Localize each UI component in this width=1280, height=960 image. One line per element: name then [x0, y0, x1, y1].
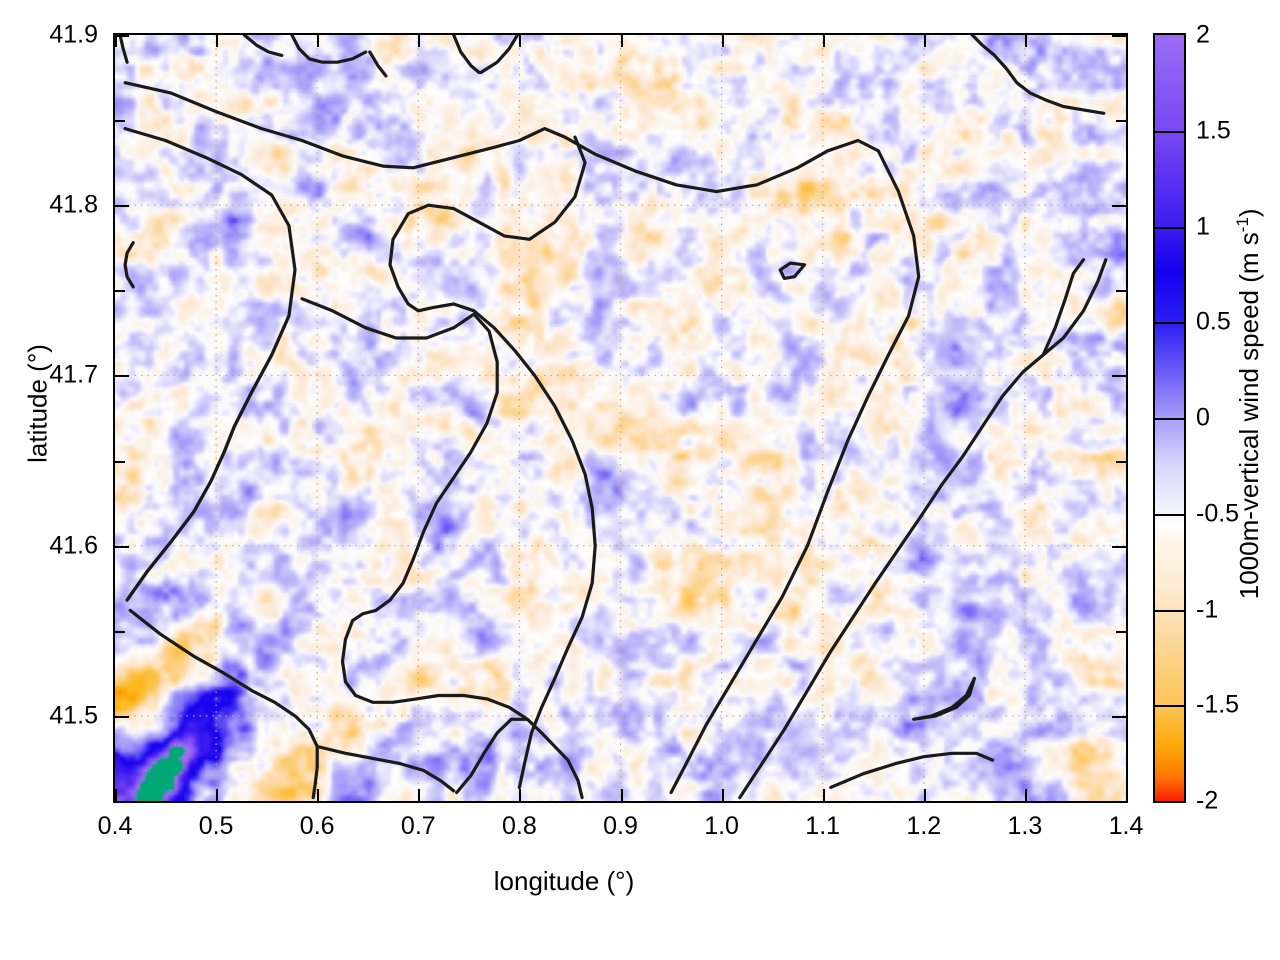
- colorbar-tick-label: 1.5: [1196, 116, 1231, 145]
- x-tick-mark: [822, 35, 825, 47]
- colorbar-tick-label: 0.5: [1196, 307, 1231, 336]
- y-tick-mark: [1116, 290, 1126, 293]
- heatmap-field: [115, 35, 1126, 801]
- y-tick-mark: [1112, 35, 1126, 37]
- colorbar-tick-mark: [1153, 130, 1186, 133]
- y-tick-mark: [115, 460, 125, 463]
- x-tick-mark: [822, 789, 825, 801]
- colorbar-label: 1000m-vertical wind speed (m s-1): [1233, 204, 1265, 604]
- x-tick-label: 0.4: [97, 812, 133, 840]
- x-tick-label: 0.8: [502, 812, 537, 840]
- colorbar-tick-label: -0.5: [1196, 499, 1240, 528]
- x-tick-mark: [1024, 789, 1027, 801]
- x-tick-mark: [519, 35, 522, 47]
- y-tick-mark: [115, 375, 129, 378]
- y-tick-mark: [115, 120, 125, 123]
- x-tick-mark: [519, 789, 522, 801]
- y-tick-mark: [1116, 120, 1126, 123]
- y-tick-mark: [1112, 715, 1126, 718]
- y-tick-mark: [1116, 460, 1126, 463]
- x-tick-label: 0.9: [603, 812, 638, 840]
- y-tick-label: 41.5: [49, 701, 98, 730]
- colorbar-tick-mark: [1153, 322, 1186, 325]
- colorbar-tick-label: 0: [1196, 403, 1210, 432]
- colorbar-tick-mark: [1153, 609, 1186, 612]
- y-tick-mark: [1112, 375, 1126, 378]
- x-tick-mark: [115, 789, 117, 801]
- y-tick-mark: [115, 545, 129, 548]
- x-tick-mark: [721, 789, 724, 801]
- colorbar-tick-mark: [1153, 418, 1186, 420]
- x-tick-mark: [620, 35, 623, 47]
- x-tick-label: 1.0: [704, 812, 739, 840]
- x-tick-mark: [216, 789, 219, 801]
- colorbar-tick-mark: [1153, 513, 1186, 516]
- y-tick-mark: [115, 35, 129, 37]
- x-tick-label: 1.3: [1007, 812, 1043, 840]
- colorbar-tick-mark: [1153, 705, 1186, 708]
- x-tick-label: 1.1: [805, 812, 841, 840]
- y-tick-label: 41.8: [49, 190, 98, 219]
- x-tick-label: 1.2: [906, 812, 942, 840]
- plot-area[interactable]: [113, 33, 1128, 803]
- y-tick-mark: [1112, 545, 1126, 548]
- x-tick-label: 0.5: [198, 812, 234, 840]
- y-tick-mark: [115, 290, 125, 293]
- colorbar-label-text: 1000m-vertical wind speed (m s: [1233, 232, 1264, 600]
- y-tick-mark: [1116, 630, 1126, 633]
- x-tick-mark: [620, 789, 623, 801]
- x-tick-label: 1.4: [1108, 812, 1144, 840]
- y-tick-mark: [115, 205, 129, 208]
- colorbar-tick-label: -2: [1196, 786, 1219, 815]
- x-tick-label: 0.7: [400, 812, 436, 840]
- x-tick-mark: [317, 789, 320, 801]
- colorbar-label-tail: ): [1233, 208, 1264, 218]
- y-tick-label: 41.9: [49, 20, 98, 49]
- y-tick-mark: [1112, 205, 1126, 208]
- x-axis-label: longitude (°): [493, 866, 635, 896]
- x-tick-mark: [216, 35, 219, 47]
- colorbar-tick-label: -1.5: [1196, 690, 1240, 719]
- y-tick-label: 41.6: [49, 531, 98, 560]
- x-tick-label: 0.6: [299, 812, 335, 840]
- colorbar-tick-label: 1: [1196, 212, 1210, 240]
- colorbar-tick-label: 2: [1196, 20, 1210, 49]
- y-tick-mark: [115, 715, 129, 718]
- x-tick-mark: [1126, 35, 1128, 47]
- x-tick-mark: [1126, 789, 1128, 801]
- x-tick-mark: [317, 35, 320, 47]
- colorbar-label-exponent: -1: [1233, 217, 1253, 233]
- colorbar-tick-mark: [1153, 226, 1186, 229]
- x-tick-mark: [1024, 35, 1027, 47]
- x-tick-mark: [721, 35, 724, 47]
- x-tick-mark: [923, 789, 926, 801]
- x-tick-mark: [115, 35, 117, 47]
- y-tick-label: 41.7: [49, 360, 98, 389]
- x-tick-mark: [418, 35, 421, 47]
- x-tick-mark: [923, 35, 926, 47]
- y-axis-label: latitude (°): [22, 344, 53, 463]
- x-tick-mark: [418, 789, 421, 801]
- y-tick-mark: [115, 630, 125, 633]
- colorbar-tick-label: -1: [1196, 595, 1219, 623]
